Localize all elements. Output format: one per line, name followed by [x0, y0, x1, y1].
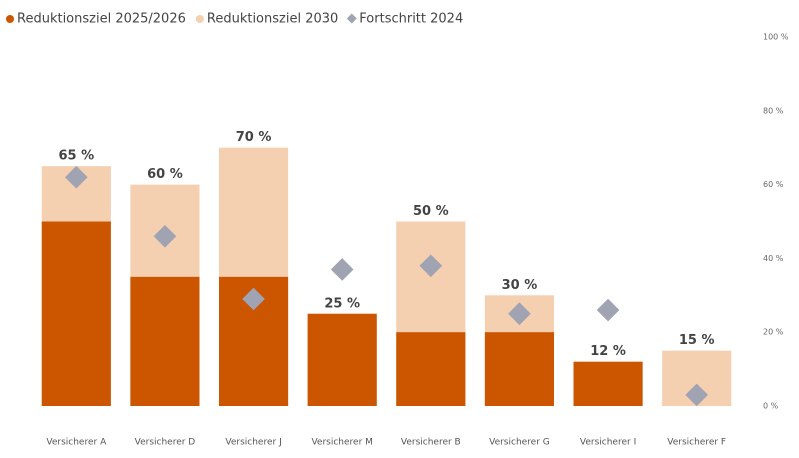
marker [419, 254, 443, 278]
x-tick-label: Versicherer D [135, 438, 196, 448]
legend-marker [6, 15, 14, 23]
data-label: 70 % [236, 130, 272, 145]
legend-label: Fortschritt 2024 [359, 12, 463, 27]
marker [596, 298, 620, 322]
y-tick-label: 0 % [763, 402, 779, 411]
x-tick-label: Versicherer I [580, 438, 636, 448]
x-tick-label: Versicherer G [489, 438, 550, 448]
y-tick-label: 60 % [763, 180, 784, 189]
bar [307, 313, 377, 406]
x-tick-label: Versicherer B [401, 438, 461, 448]
data-label: 25 % [324, 296, 360, 311]
bar [484, 332, 555, 406]
legend-label: Reduktionsziel 2030 [207, 12, 338, 27]
x-tick-label: Versicherer F [667, 438, 726, 448]
bar [396, 332, 466, 406]
legend-marker [195, 15, 204, 23]
legend-marker [346, 13, 357, 24]
x-tick-label: Versicherer A [46, 438, 107, 448]
marker [508, 302, 531, 326]
bar [573, 361, 643, 406]
data-label: 65 % [58, 149, 94, 164]
data-label: 60 % [147, 167, 183, 182]
x-tick-label: Versicherer M [311, 438, 372, 448]
bar [41, 221, 111, 406]
legend-label: Reduktionsziel 2025/2026 [17, 12, 186, 27]
data-label: 50 % [413, 204, 449, 219]
marker [330, 258, 354, 281]
x-tick-label: Versicherer J [225, 438, 281, 448]
marker [64, 165, 88, 189]
y-tick-label: 100 % [763, 33, 789, 42]
data-label: 30 % [502, 278, 538, 293]
data-label: 12 % [590, 344, 626, 359]
y-tick-label: 40 % [763, 254, 784, 263]
y-tick-label: 80 % [763, 106, 784, 115]
y-tick-label: 20 % [763, 328, 784, 337]
marker [685, 383, 709, 407]
data-label: 15 % [679, 333, 715, 348]
bar [130, 276, 200, 406]
